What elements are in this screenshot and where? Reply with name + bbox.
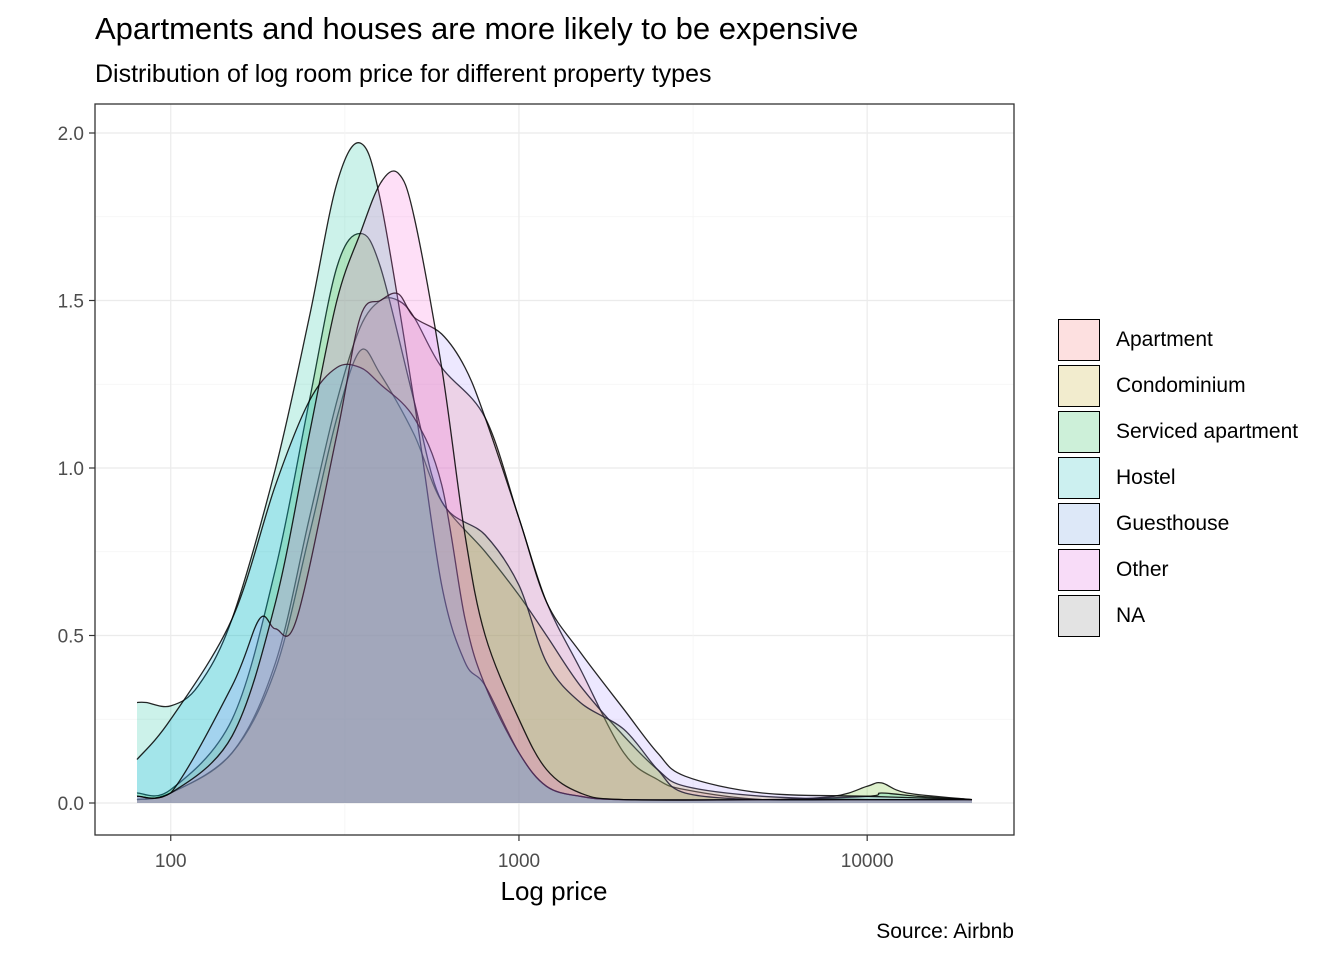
y-tick-label: 1.0	[58, 459, 84, 480]
density-line-apartment	[136, 297, 972, 802]
density-line-na	[136, 170, 972, 801]
x-axis-title: Log price	[501, 876, 608, 906]
legend-item: Other	[1058, 547, 1298, 593]
density-area-guesthouse	[137, 364, 972, 803]
legend-key	[1058, 319, 1100, 361]
y-tick-label: 2.0	[58, 124, 84, 145]
y-axis: 0.0 0.5 1.0 1.5 2.0	[58, 124, 95, 815]
density-areas	[136, 142, 973, 804]
legend-label: Guesthouse	[1116, 512, 1230, 535]
density-area-serviced-apartment	[137, 233, 972, 803]
density-area-na	[137, 170, 972, 803]
y-tick-label: 0.5	[58, 627, 84, 648]
legend-key	[1058, 457, 1100, 499]
legend-label: Condominium	[1116, 374, 1246, 397]
density-area-hostel	[137, 142, 972, 804]
grid-lines	[95, 104, 1014, 835]
x-axis: 100 1000 10000	[155, 835, 894, 872]
chart-subtitle: Distribution of log room price for diffe…	[95, 60, 712, 88]
legend-item: Serviced apartment	[1058, 409, 1298, 455]
chart-title: Apartments and houses are more likely to…	[95, 11, 859, 46]
legend: Apartment Condominium Serviced apartment Ho…	[1058, 317, 1298, 639]
density-area-apartment	[137, 297, 972, 803]
legend-key	[1058, 411, 1100, 453]
legend-item: Apartment	[1058, 317, 1298, 363]
x-tick-label: 10000	[841, 851, 894, 872]
legend-label: NA	[1116, 604, 1146, 627]
legend-label: Hostel	[1116, 466, 1176, 489]
legend-item: Condominium	[1058, 363, 1298, 409]
legend-key	[1058, 549, 1100, 591]
y-tick-label: 0.0	[58, 794, 84, 815]
legend-label: Serviced apartment	[1116, 420, 1299, 443]
legend-key	[1058, 503, 1100, 545]
density-area-other	[137, 293, 972, 803]
legend-key	[1058, 595, 1100, 637]
caption: Source: Airbnb	[876, 920, 1014, 943]
density-area-condominium	[137, 348, 972, 803]
legend-label: Other	[1116, 558, 1169, 581]
legend-key	[1058, 365, 1100, 407]
legend-item: Hostel	[1058, 455, 1298, 501]
legend-label: Apartment	[1116, 328, 1213, 351]
x-tick-label: 1000	[498, 851, 540, 872]
x-tick-label: 100	[155, 851, 187, 872]
y-tick-label: 1.5	[58, 292, 84, 313]
plot-panel	[95, 104, 1014, 835]
legend-item: NA	[1058, 593, 1298, 639]
legend-item: Guesthouse	[1058, 501, 1298, 547]
plot-border	[94, 103, 1015, 836]
